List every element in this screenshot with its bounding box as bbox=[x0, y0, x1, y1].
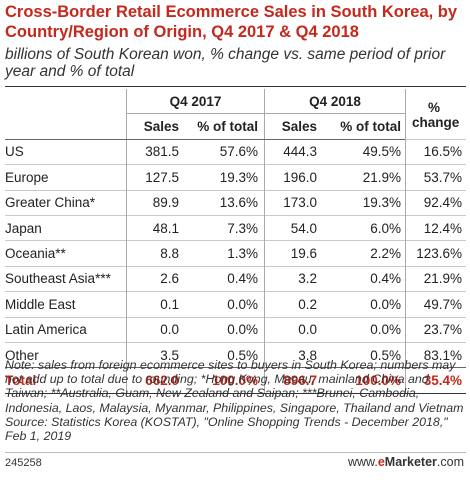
cell-share-2017: 57.6% bbox=[179, 138, 265, 165]
row-label: Greater China* bbox=[5, 189, 127, 216]
footer-rule bbox=[5, 452, 466, 453]
cell-share-2017: 0.0% bbox=[179, 291, 265, 318]
cell-share-2018: 0.0% bbox=[317, 291, 406, 318]
cell-sales-2018: 19.6 bbox=[264, 240, 317, 267]
cell-sales-2017: 381.5 bbox=[126, 138, 179, 165]
row-label: US bbox=[5, 138, 127, 165]
cell-change: 23.7% bbox=[405, 316, 466, 343]
cell-sales-2018: 444.3 bbox=[264, 138, 317, 165]
table-body: US 381.5 57.6% 444.3 49.5% 16.5% Europe 127.5 19… bbox=[5, 138, 466, 368]
group-header-q4-2017: Q4 2017 bbox=[126, 89, 265, 115]
header-spacer bbox=[5, 89, 127, 114]
table-row: Japan 48.1 7.3% 54.0 6.0% 12.4% bbox=[5, 214, 466, 241]
cell-sales-2017: 89.9 bbox=[126, 189, 179, 216]
header-change-label: % change bbox=[412, 100, 460, 131]
row-label: Europe bbox=[5, 164, 127, 191]
cell-share-2018: 21.9% bbox=[317, 164, 406, 191]
cell-change: 21.9% bbox=[405, 265, 466, 292]
total-label: Total bbox=[5, 367, 127, 394]
table-row: Oceania** 8.8 1.3% 19.6 2.2% 123.6% bbox=[5, 240, 466, 267]
cell-share-2018: 2.2% bbox=[317, 240, 406, 267]
cell-change: 16.5% bbox=[405, 138, 466, 165]
brand-prefix: www. bbox=[347, 455, 378, 469]
cell-share-2017: 0.4% bbox=[179, 265, 265, 292]
chart-title: Cross-Border Retail Ecommerce Sales in S… bbox=[5, 3, 458, 41]
cell-sales-2018: 3.8 bbox=[264, 341, 317, 368]
column-header-row: Sales % of total Sales % of total bbox=[5, 113, 466, 140]
cell-share-2018: 6.0% bbox=[317, 214, 406, 241]
table-row: Greater China* 89.9 13.6% 173.0 19.3% 92.4% bbox=[5, 189, 466, 216]
cell-sales-2017: 0.0 bbox=[126, 316, 179, 343]
table-row: Europe 127.5 19.3% 196.0 21.9% 53.7% bbox=[5, 164, 466, 191]
brand-suffix: .com bbox=[436, 455, 464, 469]
cell-change: 12.4% bbox=[405, 214, 466, 241]
cell-sales-2018: 173.0 bbox=[264, 189, 317, 216]
cell-share-2018: 0.4% bbox=[317, 265, 406, 292]
cell-sales-2017: 2.6 bbox=[126, 265, 179, 292]
header-sales-2018: Sales bbox=[264, 113, 317, 140]
cell-change: 92.4% bbox=[405, 189, 466, 216]
row-label: Latin America bbox=[5, 316, 127, 343]
cell-sales-2017: 3.5 bbox=[126, 341, 179, 368]
total-share-2017: 100.0% bbox=[179, 367, 265, 394]
chart-subtitle: billions of South Korean won, % change v… bbox=[5, 46, 446, 80]
total-row: Total 662.0 100.0% 896.7 100.0% 35.4% bbox=[5, 367, 466, 394]
cell-share-2017: 0.0% bbox=[179, 316, 265, 343]
cell-share-2018: 49.5% bbox=[317, 138, 406, 165]
total-share-2018: 100.0% bbox=[317, 367, 406, 394]
cell-share-2017: 7.3% bbox=[179, 214, 265, 241]
cell-sales-2018: 196.0 bbox=[264, 164, 317, 191]
brand-e: e bbox=[377, 455, 385, 469]
total-change: 35.4% bbox=[405, 367, 466, 394]
cell-sales-2018: 0.0 bbox=[264, 316, 317, 343]
table-row: Middle East 0.1 0.0% 0.2 0.0% 49.7% bbox=[5, 291, 466, 318]
cell-share-2017: 0.5% bbox=[179, 341, 265, 368]
cell-share-2018: 0.5% bbox=[317, 341, 406, 368]
table-row: US 381.5 57.6% 444.3 49.5% 16.5% bbox=[5, 138, 466, 165]
table-row: Latin America 0.0 0.0% 0.0 0.0% 23.7% bbox=[5, 316, 466, 343]
row-label: Other bbox=[5, 341, 127, 368]
cell-sales-2018: 3.2 bbox=[264, 265, 317, 292]
cell-share-2017: 13.6% bbox=[179, 189, 265, 216]
group-header-row: Q4 2017 Q4 2018 % change bbox=[5, 89, 466, 140]
chart-id: 245258 bbox=[5, 457, 42, 469]
row-label: Southeast Asia*** bbox=[5, 265, 127, 292]
cell-change: 53.7% bbox=[405, 164, 466, 191]
notes-block: Note: sales from foreign ecommerce sites… bbox=[5, 358, 467, 443]
cell-change: 83.1% bbox=[405, 341, 466, 368]
cell-change: 49.7% bbox=[405, 291, 466, 318]
total-sales-2018: 896.7 bbox=[264, 367, 317, 394]
cell-sales-2017: 8.8 bbox=[126, 240, 179, 267]
header-spacer-2 bbox=[5, 113, 127, 140]
data-table: Q4 2017 Q4 2018 % change Sales % of tota… bbox=[5, 89, 466, 394]
cell-sales-2017: 48.1 bbox=[126, 214, 179, 241]
cell-share-2017: 1.3% bbox=[179, 240, 265, 267]
source-text: Source: Statistics Korea (KOSTAT), "Onli… bbox=[5, 414, 448, 444]
row-label: Japan bbox=[5, 214, 127, 241]
row-label: Middle East bbox=[5, 291, 127, 318]
header-share-2018: % of total bbox=[317, 113, 406, 140]
total-sales-2017: 662.0 bbox=[126, 367, 179, 394]
cell-sales-2018: 54.0 bbox=[264, 214, 317, 241]
cell-change: 123.6% bbox=[405, 240, 466, 267]
cell-sales-2017: 0.1 bbox=[126, 291, 179, 318]
table-row: Southeast Asia*** 2.6 0.4% 3.2 0.4% 21.9% bbox=[5, 265, 466, 292]
top-rule bbox=[5, 86, 466, 87]
cell-share-2018: 19.3% bbox=[317, 189, 406, 216]
cell-share-2018: 0.0% bbox=[317, 316, 406, 343]
cell-sales-2017: 127.5 bbox=[126, 164, 179, 191]
table-row: Other 3.5 0.5% 3.8 0.5% 83.1% bbox=[5, 341, 466, 368]
group-header-q4-2018: Q4 2018 bbox=[264, 89, 406, 115]
brand-name: Marketer bbox=[384, 455, 437, 469]
header-change: % change bbox=[405, 89, 466, 140]
notes-text: Note: sales from foreign ecommerce sites… bbox=[5, 358, 464, 415]
header-share-2017: % of total bbox=[179, 113, 265, 140]
cell-share-2017: 19.3% bbox=[179, 164, 265, 191]
brand-logo: www.eMarketer.com bbox=[348, 455, 464, 469]
row-label: Oceania** bbox=[5, 240, 127, 267]
header-sales-2017: Sales bbox=[126, 113, 179, 140]
cell-sales-2018: 0.2 bbox=[264, 291, 317, 318]
